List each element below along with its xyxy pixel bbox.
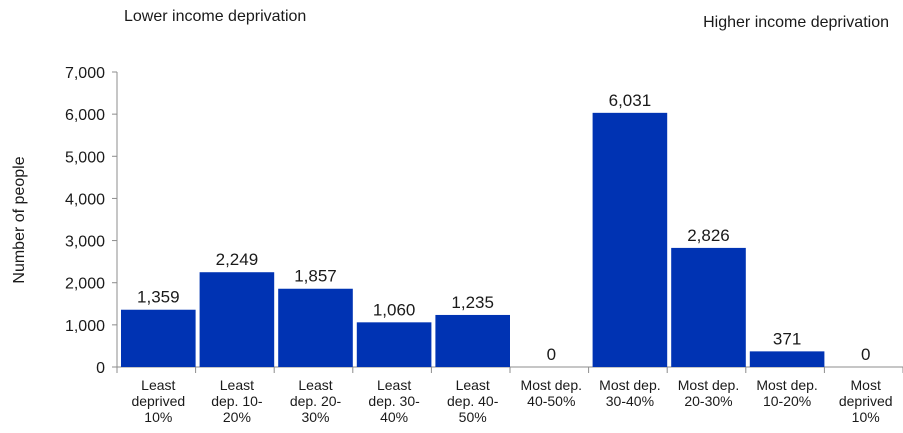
bar-value-label: 6,031 bbox=[609, 91, 652, 110]
x-category-label-line: 50% bbox=[459, 409, 487, 425]
bar bbox=[435, 314, 510, 367]
y-tick-label: 2,000 bbox=[65, 276, 105, 293]
x-category-label: Most dep. 30-40% bbox=[599, 377, 660, 409]
bar-value-label: 2,826 bbox=[687, 226, 730, 245]
x-category-label-line: Most bbox=[851, 377, 881, 393]
x-category-label-line: 40-50% bbox=[527, 393, 575, 409]
x-category-label-line: 10% bbox=[852, 409, 880, 425]
x-category-label-line: dep. 30- bbox=[368, 393, 420, 409]
x-category-label-line: Least bbox=[220, 377, 254, 393]
x-category-label-line: 40% bbox=[380, 409, 408, 425]
bar-value-label: 1,235 bbox=[451, 293, 494, 312]
x-category-label-line: Least bbox=[456, 377, 490, 393]
x-category-label-line: 10-20% bbox=[763, 393, 811, 409]
x-category-label: Most dep. 20-30% bbox=[678, 377, 739, 409]
bar bbox=[671, 247, 746, 367]
x-category-label-line: 30-40% bbox=[606, 393, 654, 409]
y-tick-label: 3,000 bbox=[65, 234, 105, 251]
bar bbox=[199, 272, 275, 367]
y-tick-label: 4,000 bbox=[65, 191, 105, 208]
x-category-label-line: dep. 40- bbox=[447, 393, 499, 409]
y-tick-label: 1,000 bbox=[65, 318, 105, 335]
bars bbox=[121, 112, 825, 367]
bar-value-label: 1,359 bbox=[137, 288, 180, 307]
x-category-label-line: deprived bbox=[131, 393, 185, 409]
x-category-label-line: 10% bbox=[144, 409, 172, 425]
x-category-label-line: deprived bbox=[839, 393, 893, 409]
x-category-label-line: Most dep. bbox=[521, 377, 582, 393]
x-category-label: Least deprived 10% bbox=[131, 377, 185, 425]
bar-value-label: 0 bbox=[547, 345, 556, 364]
x-category-label: Least dep. 30-40% bbox=[368, 377, 420, 425]
bar-value-label: 371 bbox=[773, 329, 801, 348]
y-tick-label: 0 bbox=[96, 360, 105, 377]
bar-value-label: 0 bbox=[861, 345, 870, 364]
axes: 0 1,000 2,000 3,000 4,000 5,000 6,000 7,000 bbox=[65, 65, 903, 377]
annotation-lower-income: Lower income deprivation bbox=[124, 8, 306, 25]
bar bbox=[356, 322, 432, 367]
y-tick-label: 6,000 bbox=[65, 107, 105, 124]
x-category-label-line: 30% bbox=[301, 409, 329, 425]
bar-value-label: 1,060 bbox=[373, 300, 416, 319]
bar bbox=[278, 288, 353, 367]
x-category-label-line: dep. 10- bbox=[211, 393, 263, 409]
bar-value-label: 2,249 bbox=[216, 250, 259, 269]
annotation-higher-income: Higher income deprivation bbox=[703, 14, 889, 31]
bar-value-label: 1,857 bbox=[294, 267, 337, 286]
x-category-label: Most dep. 40-50% bbox=[521, 377, 582, 409]
x-category-label: Most dep. 10-20% bbox=[756, 377, 817, 409]
bar bbox=[592, 112, 668, 367]
x-category-label-line: Most dep. bbox=[756, 377, 817, 393]
x-category-label-line: 20-30% bbox=[684, 393, 732, 409]
x-category-label-line: Least bbox=[377, 377, 411, 393]
x-category-label: Most deprived 10% bbox=[839, 377, 893, 425]
y-axis-label: Number of people bbox=[11, 156, 28, 283]
x-category-label: Least dep. 40-50% bbox=[447, 377, 499, 425]
bar bbox=[749, 351, 825, 367]
y-tick-label: 5,000 bbox=[65, 149, 105, 166]
x-category-label: Least dep. 10-20% bbox=[211, 377, 263, 425]
x-category-label-line: Most dep. bbox=[678, 377, 739, 393]
x-category-label-line: 20% bbox=[223, 409, 251, 425]
x-category-label-line: Least bbox=[298, 377, 332, 393]
x-category-label-line: Most dep. bbox=[599, 377, 660, 393]
x-category-label: Least dep. 20-30% bbox=[290, 377, 342, 425]
x-category-label-line: Least bbox=[141, 377, 175, 393]
x-category-label-line: dep. 20- bbox=[290, 393, 342, 409]
y-tick-label: 7,000 bbox=[65, 65, 105, 82]
bar bbox=[121, 309, 196, 367]
